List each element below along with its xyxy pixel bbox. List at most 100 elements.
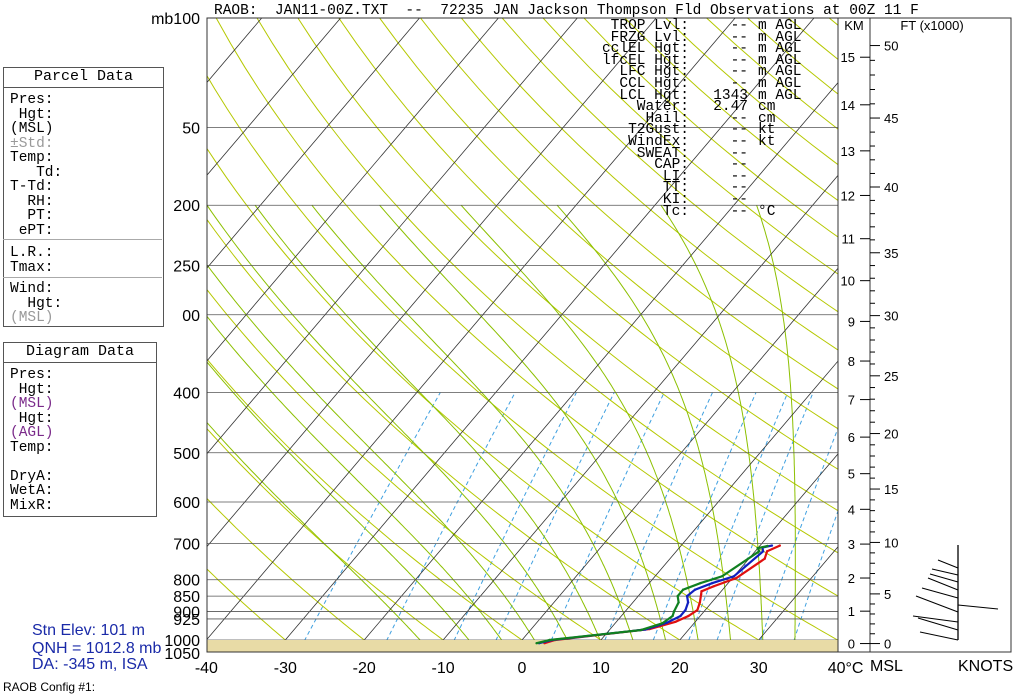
ft-tick-label: 30 bbox=[884, 309, 898, 324]
stat-unit: cm bbox=[758, 99, 776, 116]
stat-value: -- bbox=[730, 18, 748, 34]
stat-unit: kt bbox=[758, 134, 776, 150]
stat-unit: °C bbox=[758, 203, 776, 220]
mixing-ratio-line bbox=[756, 427, 838, 652]
sounding-point bbox=[686, 601, 690, 604]
stat-value: -- bbox=[730, 145, 748, 162]
parcel-row: (MSL) bbox=[10, 310, 54, 326]
parcel-row: RH: bbox=[10, 193, 54, 210]
sounding-point bbox=[758, 550, 761, 553]
moist-adiabat bbox=[207, 204, 574, 652]
ft-tick-label: 40 bbox=[884, 180, 898, 195]
stat-label: T2Gust: bbox=[628, 122, 689, 139]
stat-label: LI: bbox=[662, 168, 689, 185]
diagram-row: Temp: bbox=[10, 439, 54, 456]
p-tick-label: 600 bbox=[173, 495, 200, 512]
diagram-row: Hgt: bbox=[10, 381, 54, 398]
sounding-point bbox=[681, 588, 685, 591]
stat-unit: m AGL bbox=[758, 18, 802, 34]
sounding-point bbox=[770, 544, 774, 547]
wind-barb bbox=[931, 568, 959, 576]
parcel-row: Pres: bbox=[10, 92, 54, 108]
sounding-point bbox=[535, 642, 538, 645]
sounding-trace-3 bbox=[536, 544, 768, 645]
parcel-row: Hgt: bbox=[10, 295, 63, 312]
p-tick-label: 50 bbox=[182, 121, 200, 138]
wind-barb bbox=[921, 587, 959, 599]
stat-unit: m AGL bbox=[758, 29, 802, 46]
ft-tick-label: 20 bbox=[884, 427, 898, 442]
parcel-data-panel bbox=[3, 86, 164, 327]
diagram-row: MixR: bbox=[10, 497, 54, 514]
km-tick-label: 6 bbox=[848, 430, 855, 445]
stat-label: Water: bbox=[636, 99, 689, 116]
parcel-row: Hgt: bbox=[10, 106, 54, 123]
x-tick-label: 30 bbox=[750, 660, 768, 677]
wind-barb bbox=[929, 573, 959, 583]
stat-label: Hail: bbox=[645, 110, 689, 127]
stat-unit: m AGL bbox=[758, 64, 802, 81]
p-tick-label: 1000 bbox=[164, 633, 200, 650]
moist-adiabat bbox=[207, 421, 432, 652]
stat-label: TROP Lvl: bbox=[610, 18, 689, 34]
ft-tick-label: 10 bbox=[884, 535, 898, 550]
stat-value: -- bbox=[730, 192, 748, 208]
parcel-row: T-Td: bbox=[10, 179, 54, 195]
sounding-point bbox=[671, 614, 674, 618]
stat-label: Tc: bbox=[662, 203, 689, 220]
isotherm bbox=[207, 18, 578, 455]
km-axis-panel bbox=[837, 17, 871, 653]
stat-value: -- bbox=[730, 29, 748, 46]
p-tick-label: 850 bbox=[173, 589, 200, 606]
p-tick-label: 1050 bbox=[164, 646, 200, 663]
stat-label: SWEAT: bbox=[636, 145, 689, 162]
ft-tick-label: 15 bbox=[884, 482, 898, 497]
isotherm bbox=[511, 267, 838, 652]
stat-unit: kt bbox=[758, 122, 776, 139]
ft-tick-label: 25 bbox=[884, 369, 898, 384]
stat-label: lfcEL Hgt: bbox=[601, 52, 689, 69]
stat-unit: m AGL bbox=[758, 87, 802, 104]
stat-unit: m AGL bbox=[758, 52, 802, 69]
knots-label: KNOTS bbox=[958, 658, 1013, 675]
sounding-point bbox=[679, 614, 682, 618]
stat-label: LFC Hgt: bbox=[619, 64, 689, 81]
sounding-point bbox=[677, 601, 680, 604]
config-label: RAOB Config #1: bbox=[3, 680, 96, 694]
stat-value: -- bbox=[730, 157, 748, 174]
chart-header: RAOB: JAN11-00Z.TXT -- 72235 JAN Jackson… bbox=[214, 3, 919, 19]
p-tick-label: 800 bbox=[173, 573, 200, 590]
sounding-point bbox=[763, 557, 766, 560]
parcel-row: L.R.: bbox=[10, 245, 54, 261]
moist-adiabat bbox=[207, 361, 479, 652]
isotherm bbox=[432, 174, 838, 652]
stat-label: WindEx: bbox=[628, 134, 689, 150]
km-tick-label: 10 bbox=[841, 274, 855, 289]
stat-value: 2.47 bbox=[713, 99, 748, 116]
moist-adiabat bbox=[254, 204, 606, 652]
p-tick-label: 00 bbox=[182, 308, 200, 325]
wind-barb bbox=[919, 631, 959, 641]
p-tick-label: 200 bbox=[173, 198, 200, 215]
mixing-ratio-line bbox=[789, 509, 838, 652]
sounding-point bbox=[712, 585, 715, 588]
sounding-point bbox=[735, 576, 738, 580]
mixing-ratio-line bbox=[297, 392, 441, 652]
station-elevation: Stn Elev: 101 m bbox=[32, 622, 145, 639]
km-tick-label: 4 bbox=[848, 502, 855, 517]
moist-adiabat bbox=[207, 315, 511, 652]
stat-unit: cm bbox=[758, 110, 776, 127]
parcel-row: Wind: bbox=[10, 281, 54, 297]
sounding-point bbox=[765, 550, 769, 553]
sounding-point bbox=[711, 581, 714, 585]
diagram-row: DryA: bbox=[10, 468, 54, 485]
parcel-data-title: Parcel Data bbox=[3, 67, 164, 88]
qnh-value: QNH = 1012.8 mb bbox=[32, 640, 162, 657]
ft-header: FT (x1000) bbox=[900, 18, 963, 33]
x-tick-label: -40 bbox=[195, 660, 218, 677]
wind-barb bbox=[927, 577, 959, 591]
diagram-row: (MSL) bbox=[10, 396, 54, 412]
wind-barb bbox=[937, 559, 959, 569]
wind-barb bbox=[917, 617, 959, 631]
